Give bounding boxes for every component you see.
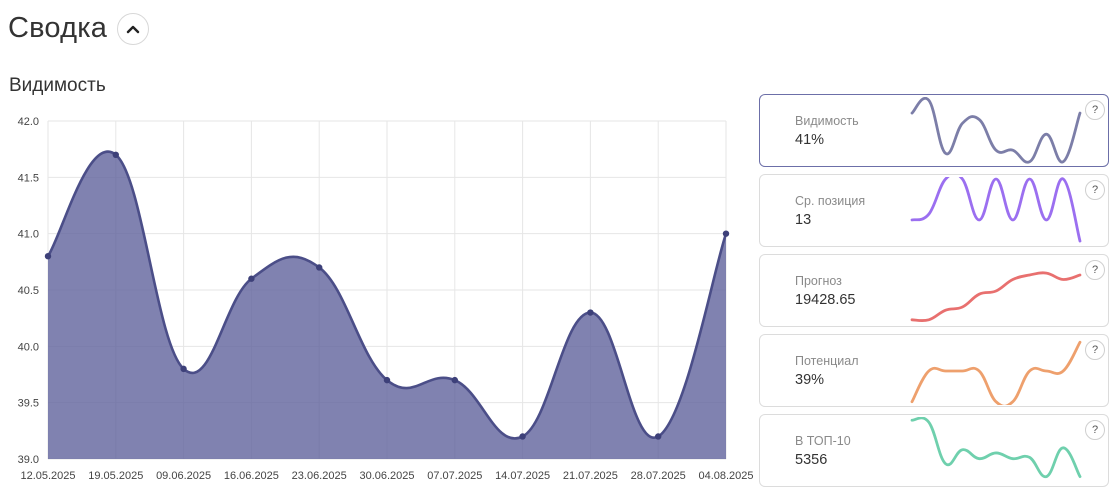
data-point[interactable]	[722, 230, 730, 237]
sparkline	[910, 417, 1082, 479]
sparkline-path	[910, 177, 1082, 243]
y-tick-label: 41.5	[18, 172, 39, 184]
metric-label: Прогноз	[795, 274, 842, 288]
metric-value: 41%	[795, 132, 825, 148]
help-icon[interactable]: ?	[1085, 180, 1105, 200]
data-point[interactable]	[44, 253, 52, 260]
x-tick-label: 09.06.2025	[156, 470, 211, 482]
y-tick-label: 40.0	[18, 341, 39, 353]
page-header: Сводка	[8, 12, 150, 45]
metric-label: Видимость	[795, 114, 859, 128]
chevron-up-icon	[126, 25, 140, 33]
y-tick-label: 42.0	[18, 116, 39, 128]
x-tick-label: 04.08.2025	[698, 470, 753, 482]
data-point[interactable]	[451, 376, 458, 384]
metric-card[interactable]: В ТОП-10 5356?	[759, 414, 1109, 487]
x-tick-label: 12.05.2025	[20, 470, 75, 482]
x-tick-label: 19.05.2025	[88, 470, 143, 482]
sparkline-path	[910, 417, 1082, 479]
sparkline-path	[910, 340, 1082, 405]
metric-card[interactable]: Видимость 41%?	[759, 94, 1109, 167]
metric-value: 13	[795, 212, 812, 228]
x-tick-label: 23.06.2025	[292, 470, 347, 482]
metric-card[interactable]: Прогноз 19428.65?	[759, 254, 1109, 327]
y-tick-label: 41.0	[18, 229, 39, 241]
x-tick-label: 28.07.2025	[631, 470, 686, 482]
help-icon[interactable]: ?	[1085, 340, 1105, 360]
metric-label: Потенциал	[795, 354, 859, 368]
help-icon[interactable]: ?	[1085, 260, 1105, 280]
area-fill	[48, 151, 726, 459]
y-tick-label: 40.5	[18, 285, 39, 297]
y-tick-label: 39.5	[18, 398, 39, 410]
page-title: Сводка	[8, 12, 108, 44]
data-point[interactable]	[383, 376, 391, 384]
data-point[interactable]	[180, 365, 187, 373]
sparkline	[910, 271, 1082, 323]
metric-label: В ТОП-10	[795, 434, 851, 448]
data-point[interactable]	[655, 433, 662, 440]
sparkline	[910, 340, 1082, 405]
help-icon[interactable]: ?	[1085, 100, 1105, 120]
data-point[interactable]	[112, 151, 120, 158]
help-icon[interactable]: ?	[1085, 420, 1105, 440]
metric-value: 5356	[795, 452, 828, 468]
sparkline	[910, 97, 1082, 164]
data-point[interactable]	[316, 264, 323, 271]
x-tick-label: 07.07.2025	[427, 470, 482, 482]
metric-card[interactable]: Ср. позиция 13?	[759, 174, 1109, 247]
metric-card[interactable]: Потенциал 39%?	[759, 334, 1109, 407]
x-tick-label: 30.06.2025	[359, 470, 414, 482]
data-point[interactable]	[587, 309, 594, 316]
sparkline	[910, 177, 1082, 243]
x-tick-label: 16.06.2025	[224, 470, 279, 482]
metric-value: 39%	[795, 372, 825, 388]
sparkline-path	[910, 97, 1082, 164]
collapse-button[interactable]	[117, 12, 150, 45]
metric-label: Ср. позиция	[795, 194, 866, 208]
x-tick-label: 21.07.2025	[563, 470, 618, 482]
data-point[interactable]	[519, 433, 526, 440]
metric-value: 19428.65	[795, 292, 856, 308]
x-tick-label: 14.07.2025	[495, 470, 550, 482]
metric-cards: Видимость 41%? Ср. позиция 13? Прогноз 19428.…	[759, 94, 1109, 494]
visibility-chart: 42.0 41.5 41.0 40.5 40.0 39.5 39.0 12.05.2025 19…	[18, 116, 754, 482]
chart-title: Видимость	[9, 75, 106, 96]
sparkline-path	[910, 271, 1082, 323]
data-point[interactable]	[248, 275, 255, 282]
y-tick-label: 39.0	[18, 454, 39, 466]
